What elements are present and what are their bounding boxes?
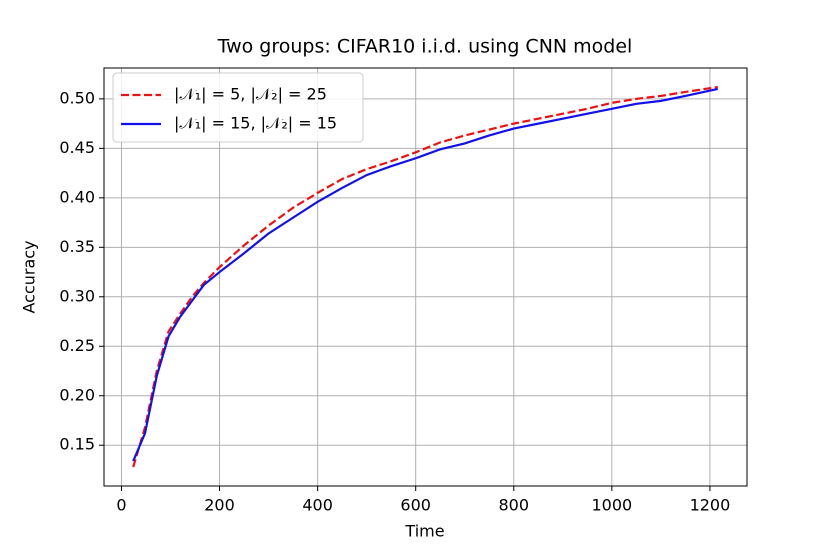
y-tick-label: 0.40 <box>59 187 95 206</box>
axes-frame <box>103 67 748 487</box>
x-tick-label: 800 <box>498 496 529 515</box>
legend-label: |𝒩₁| = 5, |𝒩₂| = 25 <box>174 85 327 104</box>
legend <box>112 72 364 143</box>
y-tick-label: 0.15 <box>59 435 95 454</box>
line <box>132 87 719 462</box>
y-tick-label: 0.20 <box>59 385 95 404</box>
x-tick-label: 1200 <box>690 496 731 515</box>
legend-label: |𝒩₁| = 15, |𝒩₂| = 15 <box>174 114 337 133</box>
y-tick-label: 0.50 <box>59 88 95 107</box>
x-tick-label: 0 <box>116 496 126 515</box>
y-tick-label: 0.45 <box>59 138 95 157</box>
y-tick-label: 0.35 <box>59 237 95 256</box>
y-tick-label: 0.25 <box>59 336 95 355</box>
x-tick-label: 400 <box>302 496 333 515</box>
y-axis-label: Accuracy <box>20 240 39 313</box>
x-tick-label: 200 <box>204 496 235 515</box>
y-tick-label: 0.30 <box>59 286 95 305</box>
x-tick-label: 1000 <box>591 496 632 515</box>
line <box>132 85 718 468</box>
x-tick-label: 600 <box>400 496 431 515</box>
x-axis-label: Time <box>404 522 444 541</box>
chart-title: Two groups: CIFAR10 i.i.d. using CNN mod… <box>217 36 633 58</box>
